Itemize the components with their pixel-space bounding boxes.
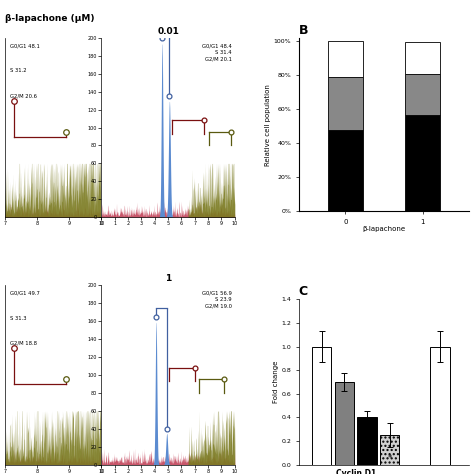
- Bar: [405, 74, 440, 115]
- Bar: [380, 435, 400, 465]
- Text: *: *: [388, 454, 392, 463]
- Bar: [328, 76, 363, 129]
- Text: β-lapachone (μM): β-lapachone (μM): [5, 14, 94, 23]
- Text: S 31.3: S 31.3: [9, 316, 26, 321]
- Text: G0/G1 49.7: G0/G1 49.7: [9, 291, 39, 296]
- Text: G0/G1 48.4
S 31.4
G2/M 20.1: G0/G1 48.4 S 31.4 G2/M 20.1: [202, 43, 232, 62]
- Text: G2/M 20.6: G2/M 20.6: [9, 93, 36, 99]
- Bar: [357, 417, 377, 465]
- Y-axis label: Relative cell population: Relative cell population: [265, 84, 271, 165]
- Text: G0/G1 56.9
S 23.9
G2/M 19.0: G0/G1 56.9 S 23.9 G2/M 19.0: [202, 291, 232, 309]
- Text: G2/M 18.8: G2/M 18.8: [9, 341, 36, 346]
- Bar: [430, 346, 450, 465]
- X-axis label: β-lapachone: β-lapachone: [363, 227, 406, 232]
- Text: G0/G1 48.1: G0/G1 48.1: [9, 43, 39, 48]
- Text: *: *: [365, 430, 369, 439]
- Bar: [405, 42, 440, 74]
- Bar: [328, 129, 363, 211]
- Y-axis label: Fold change: Fold change: [273, 361, 279, 403]
- Bar: [335, 382, 354, 465]
- Title: 1: 1: [165, 274, 171, 283]
- Text: S 31.2: S 31.2: [9, 68, 26, 73]
- Text: C: C: [299, 285, 308, 298]
- Bar: [405, 115, 440, 211]
- Text: B: B: [299, 24, 309, 37]
- Bar: [328, 42, 363, 76]
- Bar: [312, 346, 331, 465]
- Title: 0.01: 0.01: [157, 27, 179, 36]
